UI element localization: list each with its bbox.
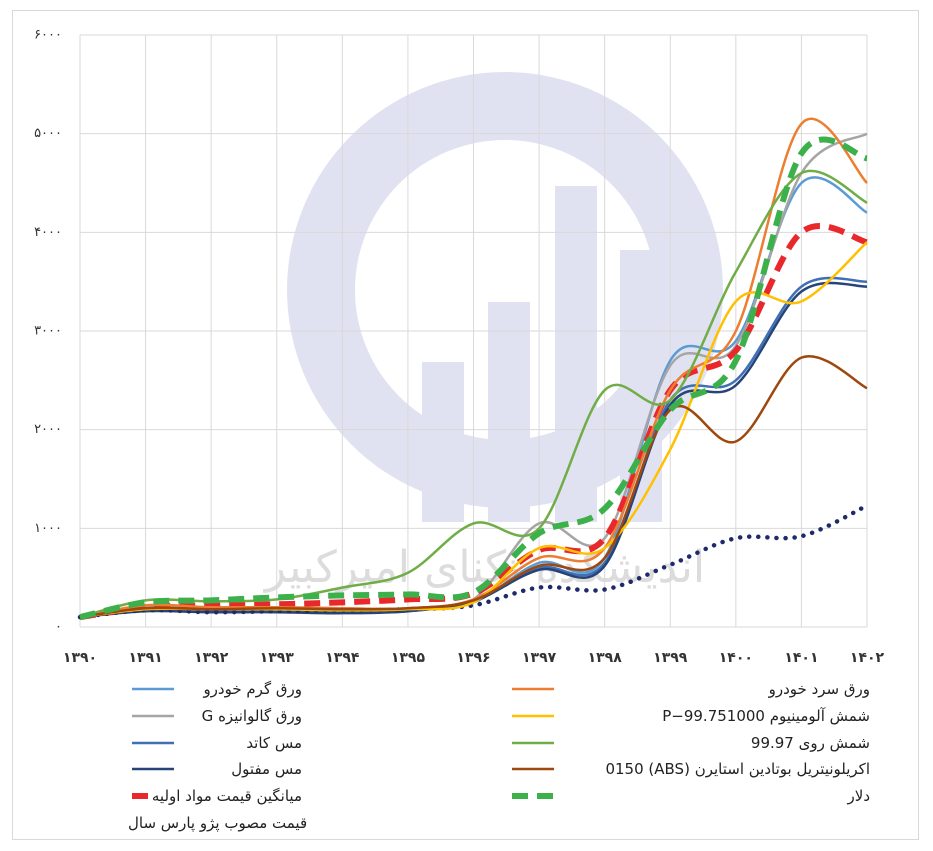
y-tick-label: ۰ — [55, 620, 62, 635]
legend-label: میانگین قیمت مواد اولیه — [151, 787, 302, 806]
y-tick-label: ۴۰۰۰ — [34, 225, 62, 240]
legend-label: شمش آلومینیوم P−99.751000 — [662, 707, 870, 726]
legend-item: ورق سرد خودرو — [508, 676, 870, 703]
chart: اندیشکده تکنای امیرکبیر ۰۱۰۰۰۲۰۰۰۳۰۰۰۴۰۰… — [34, 28, 885, 667]
legend-label: قیمت مصوب پژو پارس سال — [128, 813, 308, 832]
legend-label: مس کاتد — [246, 733, 302, 752]
x-tick-label: ۱۴۰۰ — [719, 650, 753, 666]
y-tick-label: ۵۰۰۰ — [34, 126, 62, 141]
watermark-logo — [287, 72, 723, 522]
y-tick-label: ۶۰۰۰ — [34, 28, 62, 43]
frame — [12, 10, 919, 840]
legend-swatch — [132, 688, 174, 691]
series-line — [79, 223, 868, 621]
legend-item: اکریلونیتریل بوتادین استایرن (ABS) 0150 — [508, 756, 870, 783]
legend-item: دلار — [508, 783, 870, 810]
legend-swatch — [132, 793, 152, 800]
y-tick-label: ۲۰۰۰ — [34, 422, 62, 437]
legend-item: ورق گالوانیزه G — [128, 703, 302, 730]
legend-label: ورق گرم خودرو — [203, 680, 302, 699]
legend-label: ورق سرد خودرو — [768, 680, 870, 699]
x-tick-label: ۱۳۹۷ — [522, 650, 557, 666]
x-tick-label: ۱۳۹۴ — [325, 650, 360, 666]
x-tick-label: ۱۳۹۰ — [63, 650, 97, 666]
legend-item: ورق گرم خودرو — [128, 676, 302, 703]
x-tick-label: ۱۴۰۱ — [784, 650, 818, 666]
y-tick-label: ۱۰۰۰ — [34, 521, 62, 536]
legend: ورق گرم خودرو ورق گالوانیزه G مس کاتد مس مف… — [128, 676, 870, 836]
legend-swatch — [132, 768, 174, 771]
x-tick-label: ۱۳۹۲ — [194, 650, 229, 666]
x-tick-label: ۱۳۹۶ — [456, 650, 490, 666]
legend-item: مس کاتد — [128, 729, 302, 756]
legend-swatch — [512, 714, 554, 718]
legend-item: قیمت مصوب پژو پارس سال — [128, 809, 307, 836]
legend-swatch — [132, 741, 174, 744]
legend-item: شمش روی 99.97 — [508, 729, 870, 756]
legend-item: میانگین قیمت مواد اولیه — [128, 783, 302, 810]
legend-label: اکریلونیتریل بوتادین استایرن (ABS) 0150 — [605, 760, 870, 779]
legend-label: مس مفتول — [231, 760, 302, 779]
series-line — [79, 169, 868, 619]
y-tick-label: ۳۰۰۰ — [34, 324, 62, 339]
legend-label: ورق گالوانیزه G — [201, 707, 302, 726]
legend-item: شمش آلومینیوم P−99.751000 — [508, 703, 870, 730]
series-line — [79, 136, 868, 621]
x-tick-label: ۱۴۰۲ — [850, 650, 885, 666]
legend-swatch — [512, 768, 554, 771]
x-tick-label: ۱۳۹۹ — [653, 650, 688, 666]
x-tick-label: ۱۳۹۸ — [588, 650, 623, 666]
legend-swatch — [512, 793, 554, 800]
x-tick-label: ۱۳۹۱ — [128, 650, 162, 666]
series-line — [79, 354, 868, 619]
legend-item: مس مفتول — [128, 756, 302, 783]
legend-swatch — [512, 688, 554, 691]
x-tick-label: ۱۳۹۵ — [391, 650, 426, 666]
legend-label: دلار — [847, 787, 870, 806]
legend-swatch — [512, 741, 554, 744]
legend-label: شمش روی 99.97 — [750, 733, 870, 752]
x-tick-label: ۱۳۹۳ — [260, 650, 295, 666]
legend-swatch — [132, 714, 174, 718]
series-line — [79, 117, 868, 619]
